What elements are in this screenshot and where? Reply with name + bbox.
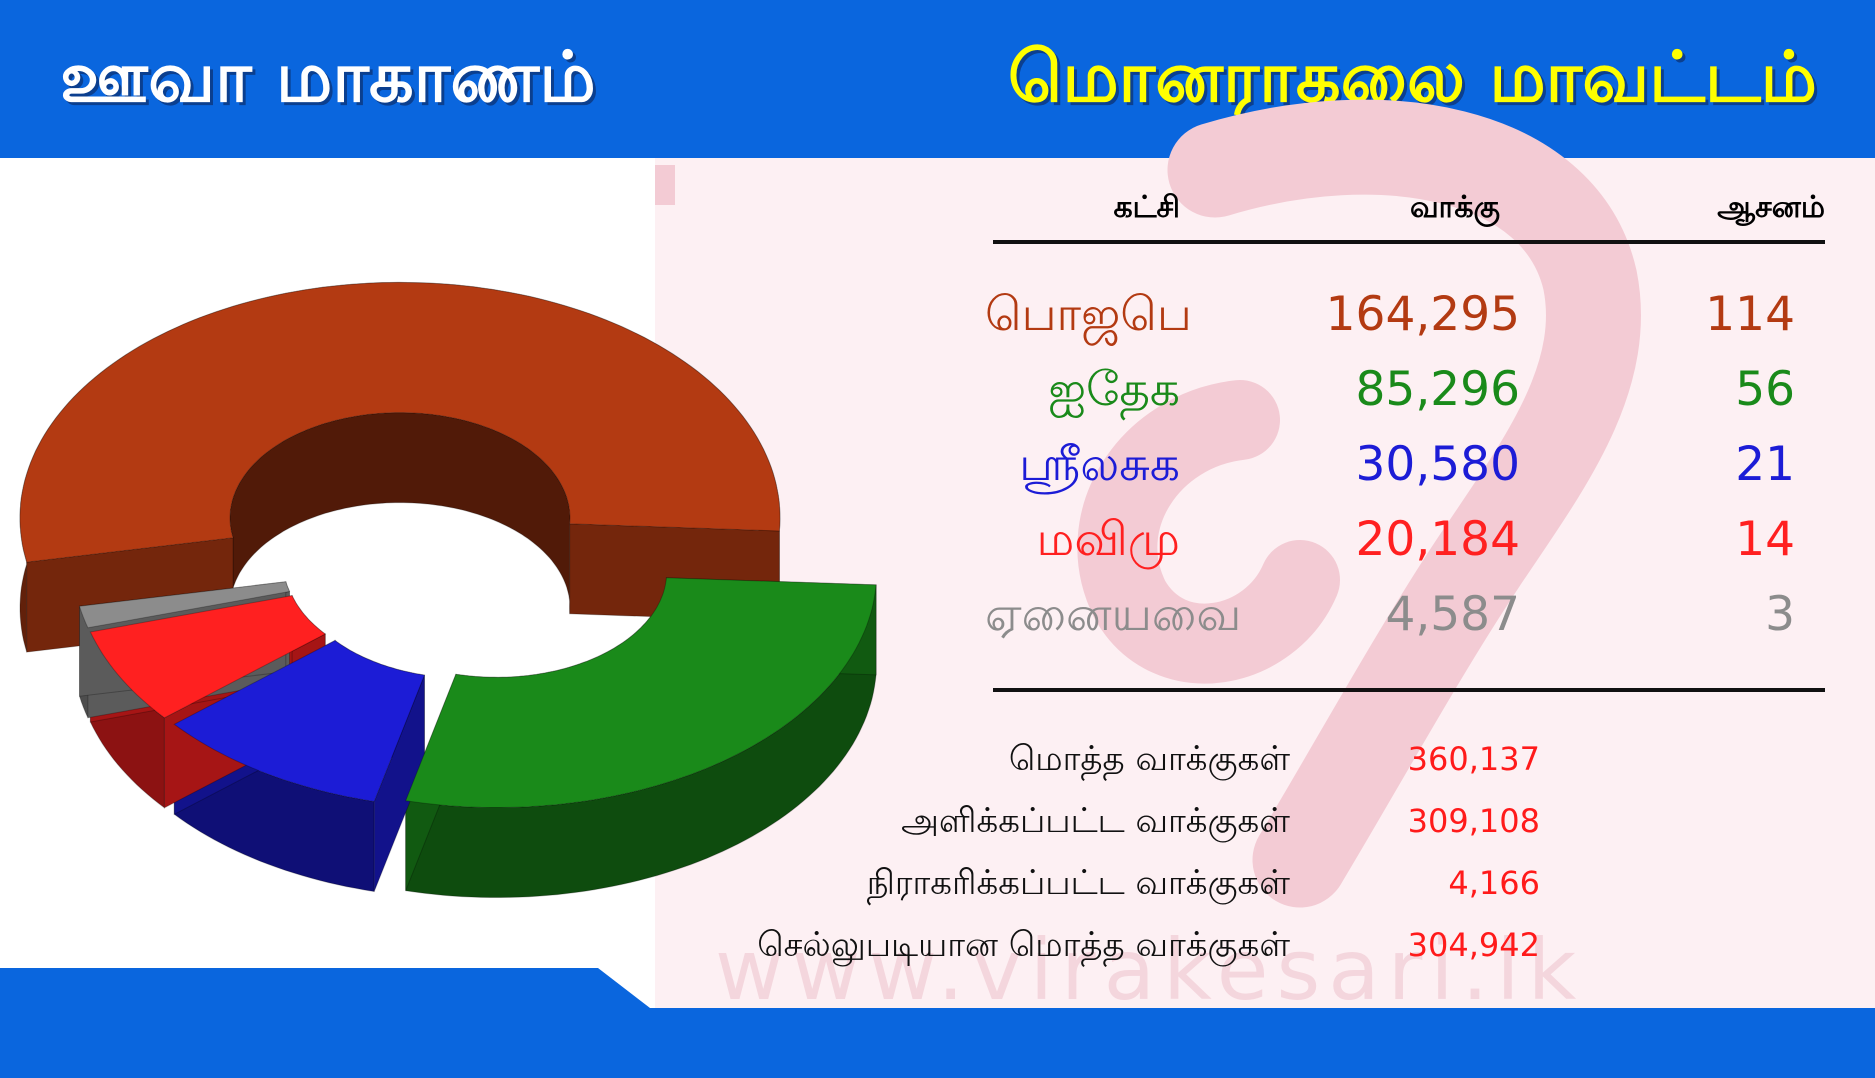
table-row: ஸ்ரீலசுக 30,580 21 [985,430,1825,500]
totals-row: அளிக்கப்பட்ட வாக்குகள் 309,108 [640,790,1560,852]
total-label: மொத்த வாக்குகள் [1008,739,1290,779]
footer-bar [0,1008,1875,1078]
party-name: ஐதேக [1048,362,1180,417]
party-votes: 30,580 [1355,437,1520,492]
header-divider [993,240,1825,244]
party-seats: 21 [1735,437,1795,492]
totals-row: செல்லுபடியான மொத்த வாக்குகள் 304,942 [640,914,1560,976]
party-votes: 85,296 [1355,362,1520,417]
party-name: ஸ்ரீலசுக [1019,437,1180,492]
pie-slice-3-top [89,595,327,719]
total-value: 304,942 [1407,926,1540,964]
party-name: ஏனையவை [985,587,1242,642]
pie-slice-2-top [173,639,426,803]
pie-slice-4-top [78,581,291,629]
footer-notch [0,968,650,1008]
party-votes: 164,295 [1325,287,1520,342]
party-name: மவிமு [1036,512,1180,567]
pie-slice-0-top [19,281,781,563]
party-seats: 3 [1765,587,1795,642]
total-label: அளிக்கப்பட்ட வாக்குகள் [901,801,1290,841]
party-name: பொஜபெ [985,287,1192,342]
table-row: பொஜபெ 164,295 114 [985,280,1825,350]
totals-row: மொத்த வாக்குகள் 360,137 [640,728,1560,790]
total-label: நிராகரிக்கப்பட்ட வாக்குகள் [866,863,1290,903]
total-value: 4,166 [1448,864,1540,902]
total-value: 360,137 [1407,740,1540,778]
province-title: ஊவா மாகாணம் [60,36,596,118]
party-seats: 14 [1735,512,1795,567]
party-votes: 4,587 [1385,587,1520,642]
party-seats: 56 [1735,362,1795,417]
party-seats: 114 [1705,287,1795,342]
total-label: செல்லுபடியான மொத்த வாக்குகள் [757,925,1290,965]
table-row: ஏனையவை 4,587 3 [985,580,1825,650]
party-votes: 20,184 [1355,512,1520,567]
table-row: மவிமு 20,184 14 [985,505,1825,575]
total-value: 309,108 [1407,802,1540,840]
pie-slice-1-top [405,577,877,808]
header-bar: ஊவா மாகாணம் மொனராகலை மாவட்டம் [0,0,1875,158]
table-divider [993,688,1825,692]
watermark-url: www.virakesari.lk [715,925,1585,1015]
header-votes: வாக்கு [1409,190,1500,225]
table-row: ஐதேக 85,296 56 [985,355,1825,425]
totals-row: நிராகரிக்கப்பட்ட வாக்குகள் 4,166 [640,852,1560,914]
header-seats: ஆசனம் [1717,190,1825,225]
header-party: கட்சி [1113,190,1180,225]
donut-chart [19,281,877,898]
